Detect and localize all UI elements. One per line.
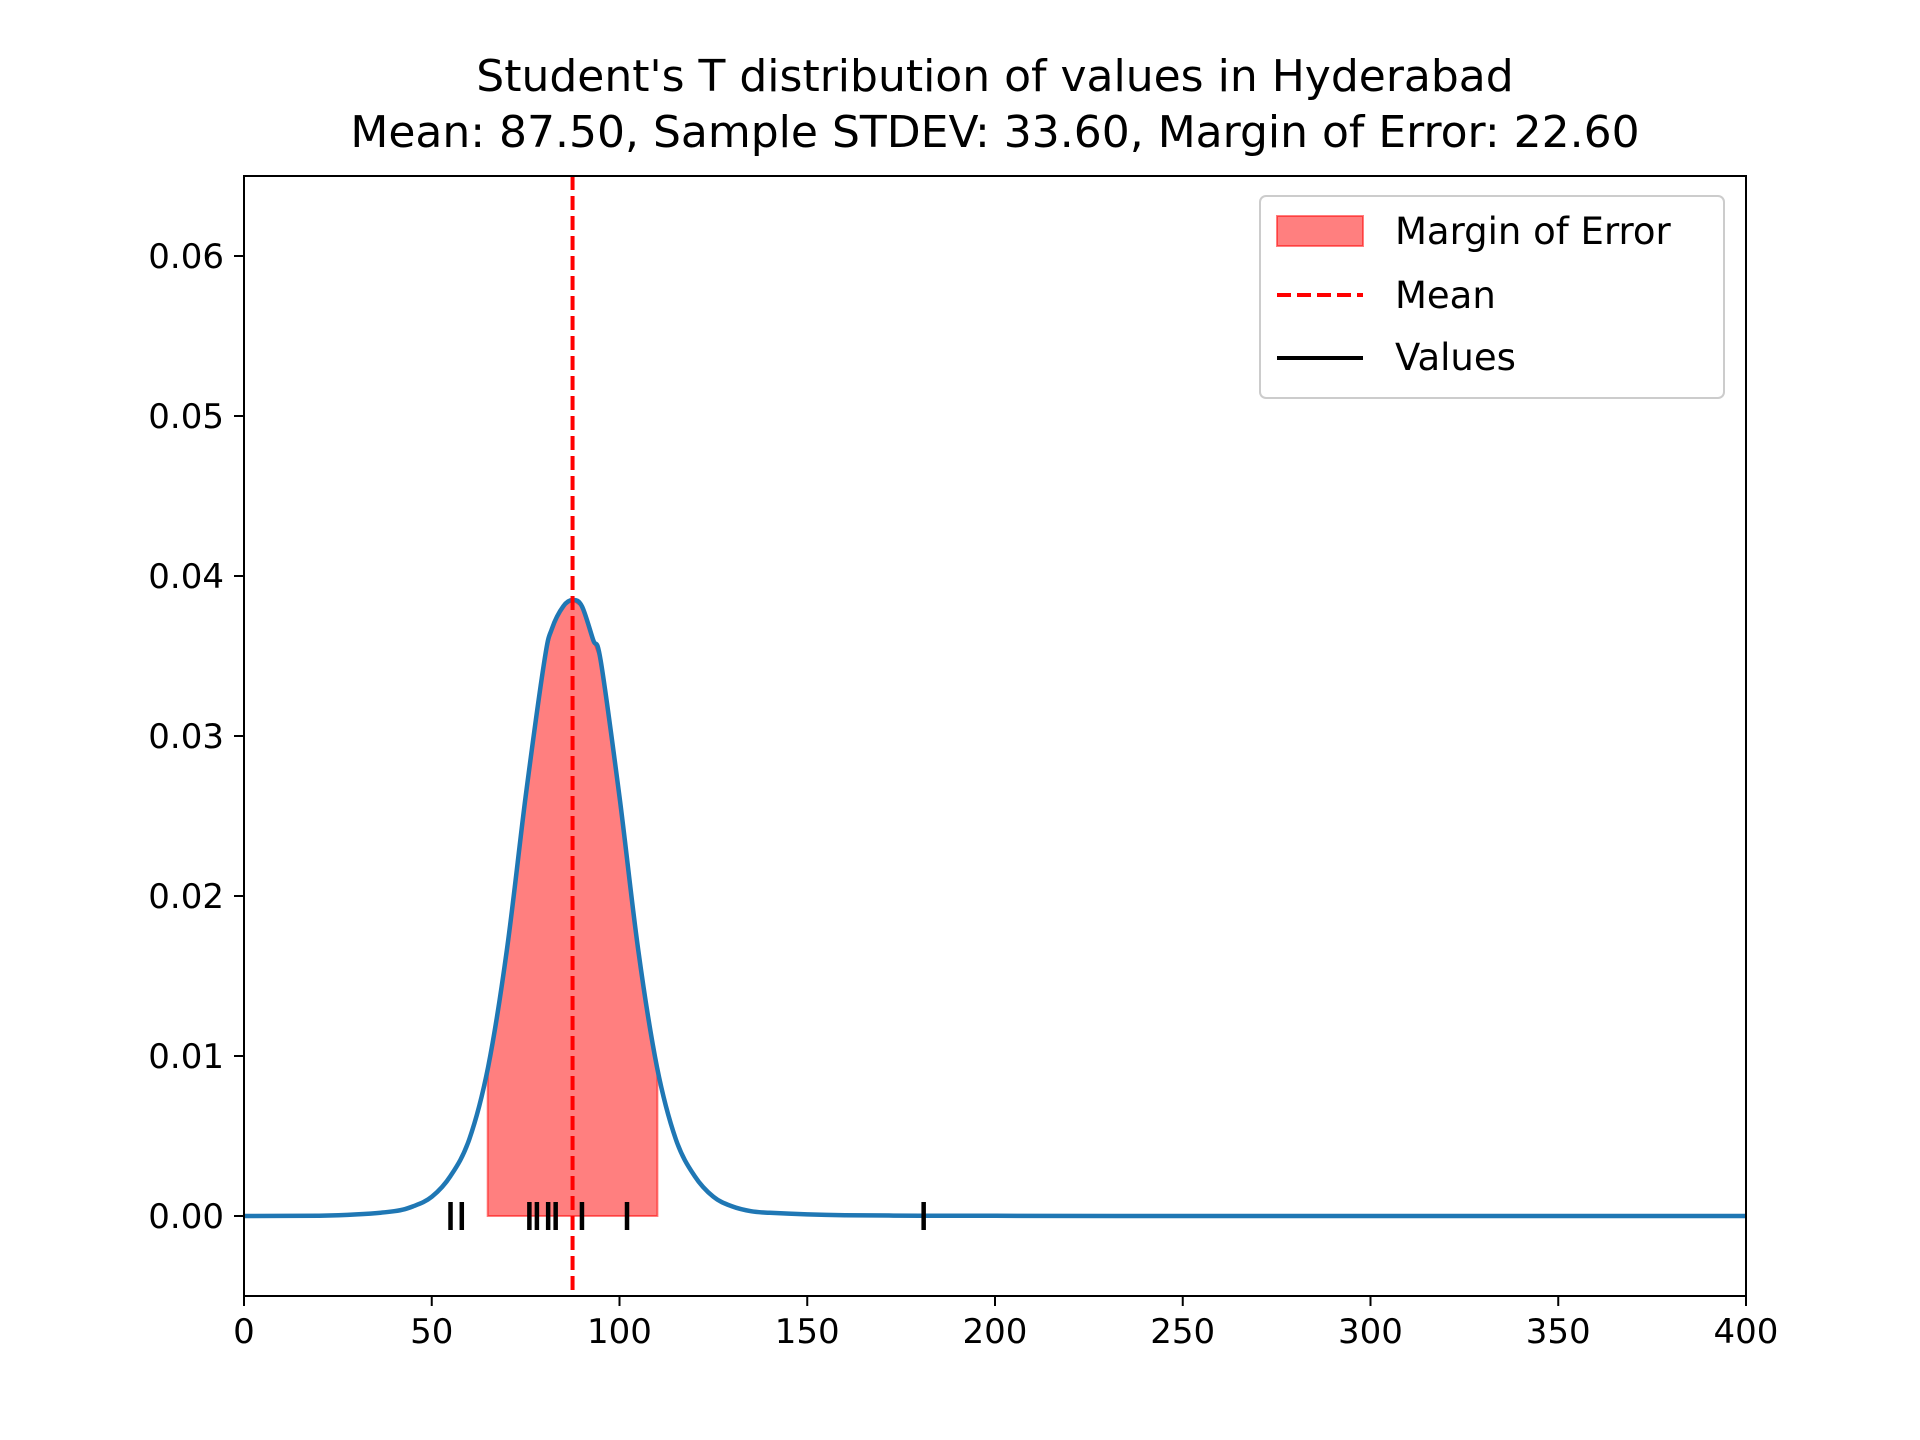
legend: Margin of Error Mean Values: [1259, 195, 1725, 399]
y-tick-label-1: 0.01: [148, 1037, 224, 1077]
x-tick-label-2: 100: [587, 1312, 652, 1352]
legend-label-mean: Mean: [1395, 274, 1496, 317]
x-tick-label-0: 0: [233, 1312, 255, 1352]
y-tick-label-4: 0.04: [148, 557, 224, 597]
legend-frame: [1259, 195, 1725, 399]
chart-title: Student's T distribution of values in Hy…: [476, 51, 1513, 102]
legend-swatch-margin: [1276, 215, 1364, 247]
x-tick-label-5: 250: [1150, 1312, 1215, 1352]
plot-layer: [244, 176, 1746, 1296]
y-tick-label-0: 0.00: [148, 1197, 224, 1237]
axis-layer: 0 50 100 150 200 250 300 350 400 0.00 0.01 0.02 0.03…: [148, 237, 1778, 1352]
x-tick-label-4: 200: [963, 1312, 1028, 1352]
x-tick-label-6: 300: [1338, 1312, 1403, 1352]
y-tick-label-5: 0.05: [148, 397, 224, 437]
chart-subtitle: Mean: 87.50, Sample STDEV: 33.60, Margin…: [350, 107, 1639, 158]
legend-label-values: Values: [1395, 336, 1516, 379]
x-tick-label-1: 50: [410, 1312, 453, 1352]
legend-label-margin: Margin of Error: [1395, 210, 1672, 253]
x-tick-label-7: 350: [1526, 1312, 1591, 1352]
distribution-curve: [244, 597, 1746, 1219]
y-tick-label-6: 0.06: [148, 237, 224, 277]
y-tick-label-2: 0.02: [148, 877, 224, 917]
y-tick-label-3: 0.03: [148, 717, 224, 757]
x-tick-label-3: 150: [775, 1312, 840, 1352]
x-tick-label-8: 400: [1714, 1312, 1779, 1352]
